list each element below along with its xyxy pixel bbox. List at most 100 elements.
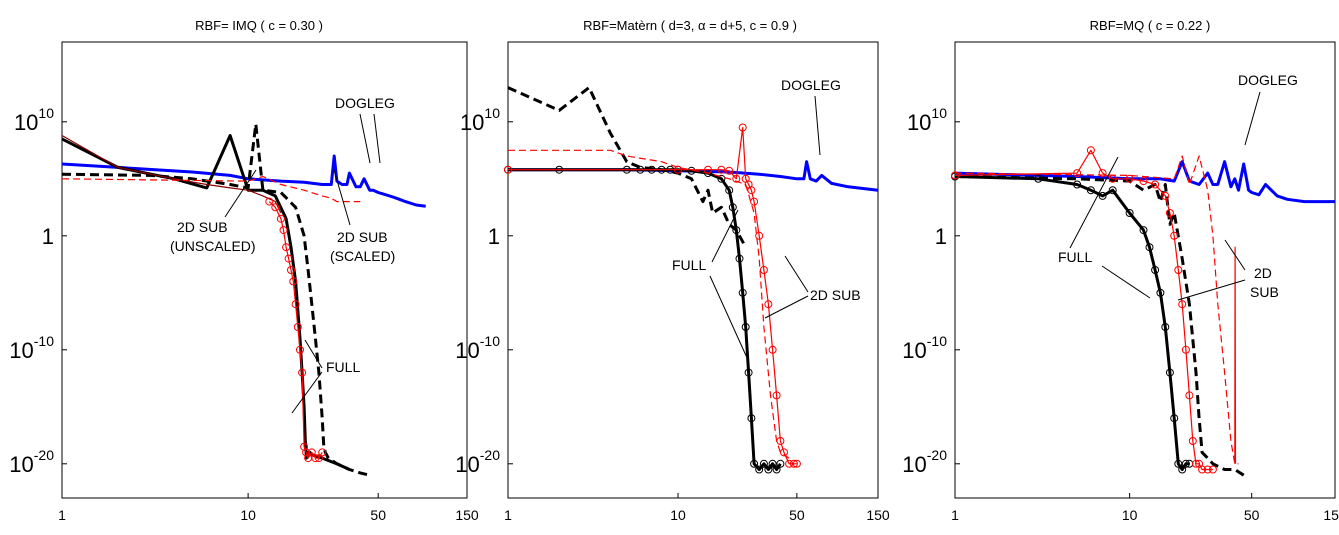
x-tick-label: 1 bbox=[58, 507, 66, 523]
y-tick-label: 10-10 bbox=[455, 333, 500, 363]
series-point-4 bbox=[293, 323, 302, 331]
series-point-4 bbox=[282, 243, 291, 252]
series-point-3 bbox=[1188, 437, 1197, 445]
annotation-sub: SUB bbox=[1250, 284, 1279, 300]
annotation-2dsub-unscaled-line2: (UNSCALED) bbox=[170, 238, 256, 254]
series-point-3 bbox=[785, 459, 794, 468]
series-point-3 bbox=[1192, 459, 1200, 468]
panel-title: RBF=MQ ( c = 0.22 ) bbox=[1090, 18, 1211, 33]
series-point-4 bbox=[296, 345, 304, 354]
panel-matern: RBF=Matèrn ( d=3, α = d+5, c = 0.9 ) 1 10… bbox=[455, 18, 890, 523]
panel-title: RBF=Matèrn ( d=3, α = d+5, c = 0.9 ) bbox=[583, 18, 797, 33]
series-point-1 bbox=[1125, 209, 1134, 217]
series-point-1 bbox=[717, 174, 726, 183]
x-tick-label: 10 bbox=[670, 507, 686, 523]
series-point-1 bbox=[1178, 465, 1187, 474]
series-point-3 bbox=[1161, 191, 1170, 200]
x-tick-label: 150 bbox=[1323, 507, 1339, 523]
series-point-1 bbox=[1151, 266, 1160, 274]
annotation-full: FULL bbox=[672, 257, 706, 273]
series-point-3 bbox=[780, 448, 788, 457]
series-point-3 bbox=[750, 197, 759, 206]
series-point-1 bbox=[1139, 226, 1148, 235]
arrow bbox=[764, 295, 809, 319]
series-point-3 bbox=[1165, 209, 1174, 217]
annotations: DOGLEG FULL 2D SUB bbox=[672, 77, 861, 361]
annotation-dogleg: DOGLEG bbox=[335, 95, 395, 111]
series-point-1 bbox=[764, 465, 773, 474]
series-point-3 bbox=[768, 345, 777, 354]
series-point-4 bbox=[271, 203, 280, 212]
series-point-3 bbox=[1203, 465, 1212, 474]
y-tick-label: 10-10 bbox=[902, 333, 947, 363]
series-point-1 bbox=[1108, 186, 1117, 195]
series-point-3 bbox=[1125, 174, 1134, 183]
arrow bbox=[373, 113, 381, 164]
y-tick-label: 1 bbox=[935, 224, 947, 249]
series-point-3 bbox=[1170, 231, 1179, 240]
x-tick-label: 1 bbox=[504, 507, 512, 523]
series-line-0 bbox=[508, 160, 879, 192]
x-tick-label: 150 bbox=[866, 507, 890, 523]
series-point-4 bbox=[307, 448, 316, 457]
series-point-4 bbox=[284, 254, 293, 263]
series-point-4 bbox=[291, 300, 300, 309]
tick-marks bbox=[507, 121, 879, 498]
series-point-1 bbox=[1174, 459, 1183, 468]
series-line-3 bbox=[61, 134, 282, 214]
arrow bbox=[359, 113, 371, 164]
panel-title: RBF= IMQ ( c = 0.30 ) bbox=[195, 18, 323, 33]
series-point-3 bbox=[1151, 180, 1160, 189]
series-line-5 bbox=[61, 175, 361, 203]
annotation-2dsub-unscaled-line1: 2D SUB bbox=[177, 219, 228, 235]
series-line-0 bbox=[954, 160, 1335, 204]
annotation-full: FULL bbox=[1058, 249, 1092, 265]
series-point-4 bbox=[265, 197, 274, 206]
series-point-1 bbox=[735, 254, 744, 263]
series-point-3 bbox=[759, 266, 768, 274]
arrow bbox=[291, 371, 323, 414]
series-point-3 bbox=[732, 174, 741, 183]
series-point-1 bbox=[747, 414, 756, 423]
plot-lines bbox=[951, 146, 1335, 477]
plot-frame bbox=[61, 41, 468, 499]
series-point-4 bbox=[311, 454, 320, 463]
arrow bbox=[1224, 239, 1246, 271]
annotations: DOGLEG 2D SUB (UNSCALED) 2D SUB (SCALED)… bbox=[170, 95, 395, 414]
y-tick-labels: 1010 1 10-10 10-20 bbox=[9, 105, 54, 477]
x-tick-label: 10 bbox=[1122, 507, 1138, 523]
x-tick-labels: 1 10 50 150 bbox=[951, 507, 1339, 523]
x-tick-label: 50 bbox=[1244, 507, 1260, 523]
series-point-1 bbox=[1073, 180, 1082, 189]
series-line-1 bbox=[954, 175, 1190, 471]
annotation-2dsub-scaled-line2: (SCALED) bbox=[330, 248, 395, 264]
annotation-dogleg: DOGLEG bbox=[781, 77, 841, 93]
series-point-3 bbox=[1178, 300, 1187, 309]
series-point-3 bbox=[951, 171, 959, 180]
series-point-1 bbox=[759, 459, 768, 468]
series-point-1 bbox=[1161, 323, 1170, 331]
series-line-2 bbox=[954, 175, 1245, 477]
panel-imq: RBF= IMQ ( c = 0.30 ) 1 10 50 150 1010 1 10-1… bbox=[9, 18, 479, 523]
annotation-dogleg: DOGLEG bbox=[1238, 72, 1298, 88]
arrow bbox=[709, 275, 749, 361]
arrow bbox=[711, 209, 739, 263]
series-point-1 bbox=[744, 368, 753, 377]
series-point-1 bbox=[1181, 459, 1190, 468]
y-tick-label: 10-20 bbox=[902, 447, 947, 477]
series-point-3 bbox=[1208, 465, 1217, 474]
series-point-3 bbox=[1086, 146, 1095, 155]
y-tick-label: 1 bbox=[488, 224, 500, 249]
series-point-3 bbox=[772, 391, 781, 400]
series-point-4 bbox=[300, 442, 309, 451]
plot-lines bbox=[504, 86, 879, 474]
series-point-1 bbox=[1086, 186, 1095, 195]
annotation-2dsub: 2D SUB bbox=[810, 287, 861, 303]
series-point-4 bbox=[279, 226, 288, 235]
y-tick-label: 10-10 bbox=[9, 333, 54, 363]
arrow bbox=[814, 95, 821, 156]
series-point-1 bbox=[772, 465, 781, 474]
arrow bbox=[1069, 156, 1119, 249]
